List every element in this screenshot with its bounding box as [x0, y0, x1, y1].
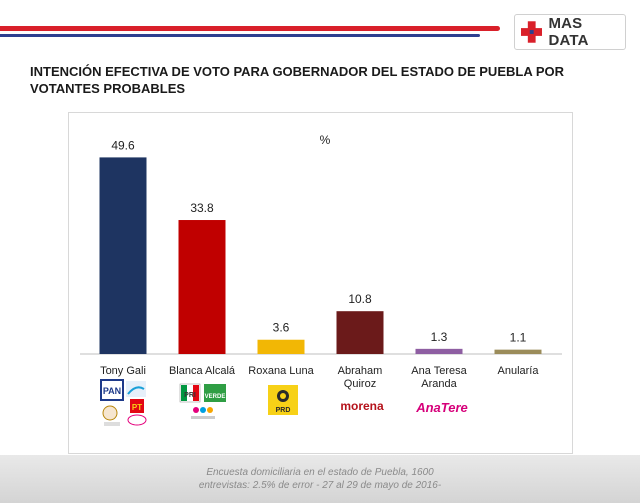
- anatere-logo: AnaTere: [415, 400, 468, 415]
- category-label: Quiroz: [344, 378, 376, 390]
- bar: [494, 349, 542, 354]
- brand-logo: MAS DATA: [514, 14, 626, 50]
- category-label: Aranda: [421, 378, 457, 390]
- prd-logo: PRD: [268, 385, 298, 415]
- header-stripe-red: [0, 26, 500, 31]
- data-label: 10.8: [348, 292, 372, 306]
- logos-blanca-alcala: PRI VERDE: [179, 383, 226, 419]
- svg-text:PRD: PRD: [276, 407, 291, 414]
- psi-logo: [127, 414, 147, 426]
- svg-text:PRI: PRI: [184, 392, 196, 399]
- data-label: 49.6: [111, 138, 135, 152]
- svg-text:PAN: PAN: [103, 386, 121, 396]
- footer-line-1: Encuesta domiciliaria en el estado de Pu…: [206, 467, 434, 478]
- data-label: 1.1: [510, 331, 527, 345]
- data-label: 3.6: [273, 321, 290, 335]
- footer-note: Encuesta domiciliaria en el estado de Pu…: [0, 466, 640, 492]
- footer-line-2: entrevistas: 2.5% de error - 27 al 29 de…: [198, 480, 442, 491]
- footer-band: [0, 455, 640, 503]
- seal-logo: [102, 405, 120, 426]
- pt-logo: PT: [130, 399, 144, 413]
- category-label: Abraham: [338, 365, 383, 377]
- morena-logo: morena: [340, 399, 384, 413]
- header-stripe-blue: [0, 34, 480, 37]
- bar: [336, 311, 384, 354]
- medical-cross-icon: [521, 21, 543, 43]
- verde-logo: VERDE: [204, 384, 226, 402]
- category-label: Blanca Alcalá: [169, 365, 236, 377]
- data-label: 1.3: [431, 330, 448, 344]
- svg-text:VERDE: VERDE: [205, 394, 226, 400]
- alliance-logo: [126, 381, 146, 397]
- bar: [415, 348, 463, 354]
- category-label: Roxana Luna: [248, 365, 314, 377]
- page-title: INTENCIÓN EFECTIVA DE VOTO PARA GOBERNAD…: [30, 64, 565, 96]
- chart-frame: [68, 112, 573, 454]
- bar: [99, 157, 147, 354]
- pri-logo: PRI: [179, 383, 201, 403]
- data-label: 33.8: [190, 201, 214, 215]
- logos-tony-gali: PAN PT: [100, 379, 147, 426]
- svg-text:PT: PT: [132, 403, 142, 412]
- bar: [178, 220, 226, 354]
- category-label: Anularía: [498, 365, 540, 377]
- local-party-logo: [191, 407, 215, 419]
- category-label: Ana Teresa: [411, 365, 467, 377]
- pan-logo: PAN: [100, 379, 124, 401]
- chart-unit-label: %: [320, 133, 331, 147]
- brand-name: MAS DATA: [548, 15, 589, 49]
- category-label: Tony Gali: [100, 365, 146, 377]
- bar: [257, 339, 305, 354]
